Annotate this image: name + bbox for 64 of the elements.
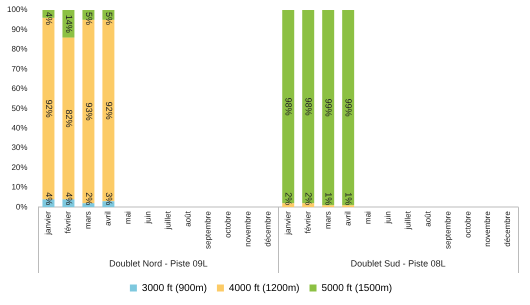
bar bbox=[282, 10, 294, 204]
x-tick-label: février bbox=[64, 210, 73, 234]
x-tick-label: février bbox=[303, 210, 312, 234]
data-label: 99% bbox=[324, 98, 334, 117]
y-tick-label: 30% bbox=[11, 143, 28, 152]
data-label: 1% bbox=[324, 192, 334, 206]
bar bbox=[302, 10, 314, 204]
y-tick-label: 70% bbox=[11, 64, 28, 74]
y-tick-label: 0% bbox=[16, 202, 28, 212]
x-tick-label: octobre bbox=[223, 210, 232, 238]
data-label: 4% bbox=[44, 192, 54, 206]
y-tick-label: 90% bbox=[11, 24, 28, 34]
data-label: 98% bbox=[304, 98, 314, 116]
data-label: 4% bbox=[64, 192, 74, 206]
x-tick-label: mai bbox=[124, 210, 133, 224]
text: Doublet Nord - Piste 09L bbox=[109, 258, 208, 268]
y-tick-label: 40% bbox=[11, 124, 28, 133]
x-tick-label: mars bbox=[84, 211, 93, 229]
data-label: 2% bbox=[304, 192, 314, 206]
legend-label: 5000 ft (1500m) bbox=[322, 282, 392, 294]
x-tick-label: octobre bbox=[463, 210, 472, 238]
x-tick-label: juillet bbox=[164, 210, 173, 230]
data-label: 98% bbox=[284, 98, 294, 116]
x-tick-label: janvier bbox=[283, 210, 292, 236]
x-tick-label: mai bbox=[363, 210, 372, 224]
bar bbox=[342, 10, 354, 206]
x-tick-label: novembre bbox=[243, 210, 252, 247]
data-label: 4% bbox=[44, 12, 54, 26]
x-tick-label: mars bbox=[323, 211, 332, 229]
y-tick-label: 60% bbox=[11, 84, 28, 94]
x-tick-label: avril bbox=[104, 210, 113, 226]
y-tick-label: 10% bbox=[11, 182, 28, 192]
legend-label: 4000 ft (1200m) bbox=[228, 282, 300, 294]
x-tick-label: septembre bbox=[443, 210, 452, 249]
data-label: 2% bbox=[84, 192, 94, 206]
x-tick-label: août bbox=[184, 210, 193, 227]
x-tick-label: septembre bbox=[204, 210, 212, 249]
y-tick-label: 100% bbox=[6, 5, 28, 14]
data-label: 1% bbox=[344, 192, 354, 206]
x-tick-label: juin bbox=[383, 211, 392, 225]
data-label: 99% bbox=[344, 98, 354, 117]
x-tick-label: décembre bbox=[263, 210, 272, 247]
y-tick-label: 20% bbox=[11, 162, 28, 172]
x-tick-label: janvier bbox=[44, 210, 53, 236]
data-label: 92% bbox=[44, 100, 54, 118]
data-label: 92% bbox=[104, 102, 114, 120]
x-tick-label: août bbox=[423, 210, 432, 227]
y-tick-label: 50% bbox=[11, 104, 28, 113]
x-tick-label: avril bbox=[343, 210, 352, 226]
data-label: 93% bbox=[84, 102, 94, 121]
x-tick-label: novembre bbox=[483, 210, 492, 247]
legend-label: 3000 ft (900m) bbox=[142, 282, 207, 294]
x-tick-label: décembre bbox=[503, 210, 512, 247]
text: Doublet Sud - Piste 08L bbox=[350, 258, 446, 268]
data-label: 3% bbox=[104, 192, 114, 206]
x-tick-label: juillet bbox=[403, 210, 412, 230]
data-label: 5% bbox=[84, 12, 94, 26]
x-tick-label: juin bbox=[144, 211, 153, 225]
bar bbox=[322, 10, 334, 206]
data-label: 14% bbox=[64, 14, 74, 33]
data-label: 82% bbox=[64, 109, 74, 128]
y-tick-label: 80% bbox=[11, 44, 28, 54]
data-label: 2% bbox=[284, 192, 294, 206]
data-label: 5% bbox=[104, 12, 114, 26]
